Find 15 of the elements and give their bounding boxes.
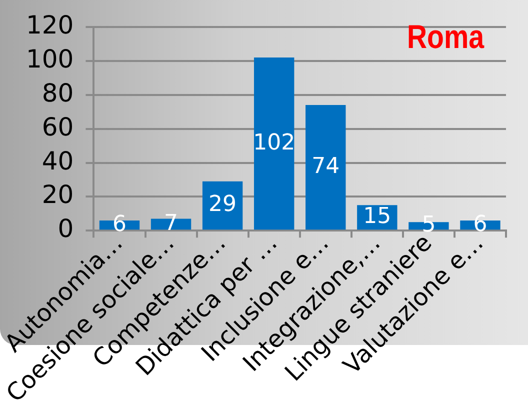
y-tick-label: 120 (26, 10, 74, 40)
data-label: 15 (363, 204, 392, 230)
data-label: 29 (208, 192, 237, 218)
chart-title: Roma (407, 18, 484, 56)
bar (306, 105, 346, 230)
y-tick-label: 40 (42, 146, 74, 176)
data-label: 74 (312, 154, 340, 180)
y-tick-label: 80 (42, 78, 74, 108)
data-label: 102 (253, 130, 296, 156)
y-tick-label: 20 (42, 180, 74, 210)
y-tick-label: 0 (58, 214, 74, 244)
y-tick-label: 100 (26, 44, 74, 74)
data-label: 7 (164, 210, 178, 236)
bar (254, 58, 294, 230)
y-tick-label: 60 (42, 112, 74, 142)
